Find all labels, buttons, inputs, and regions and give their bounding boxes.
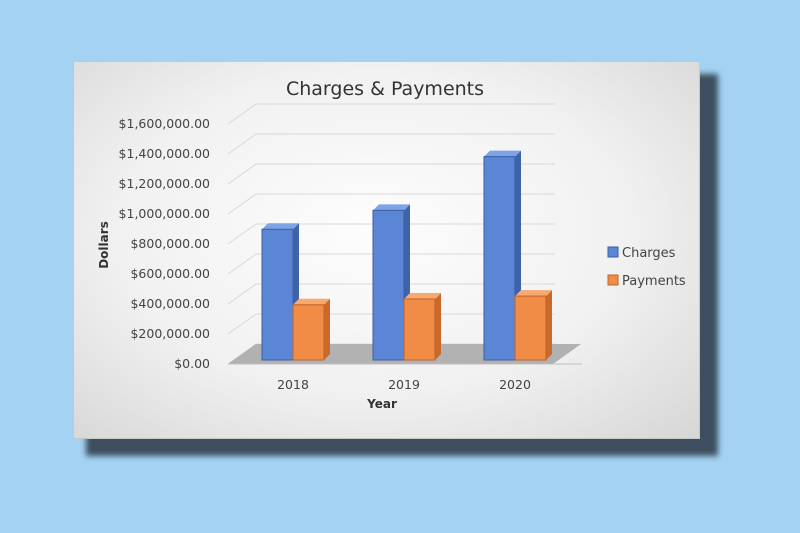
y-tick-label: $1,400,000.00 [119,146,210,161]
gridline [227,253,555,275]
y-tick-label: $600,000.00 [130,266,210,281]
gridline [227,283,555,305]
y-tick-label: $400,000.00 [130,296,210,311]
legend-label: Charges [622,246,676,261]
gridline [227,133,555,155]
y-tick-label: $0.00 [174,356,210,371]
gridline [227,193,555,215]
legend-label: Payments [622,274,686,289]
legend-swatch [607,274,619,286]
legend-swatch [607,246,619,258]
gridline [227,103,555,125]
x-tick-label: 2018 [277,377,309,392]
y-tick-label: $1,600,000.00 [119,116,210,131]
y-tick-label: $800,000.00 [130,236,210,251]
bar-charges-2019 [372,204,410,361]
bar-charges-2020 [483,150,521,361]
x-tick-label: 2019 [388,377,420,392]
bar-charges-2018 [261,223,299,361]
y-tick-label: $1,200,000.00 [119,176,210,191]
x-axis-label: Year [366,397,397,411]
x-tick-label: 2020 [499,377,531,392]
bar-payments-2020 [514,290,552,361]
y-tick-label: $200,000.00 [130,326,210,341]
y-tick-label: $1,000,000.00 [119,206,210,221]
y-axis-label: Dollars [97,221,111,269]
gridline [227,223,555,245]
gridline [227,163,555,185]
bar-payments-2019 [403,292,441,361]
bar-payments-2018 [292,298,330,361]
gridline [227,313,555,335]
chart-title: Charges & Payments [286,78,484,100]
